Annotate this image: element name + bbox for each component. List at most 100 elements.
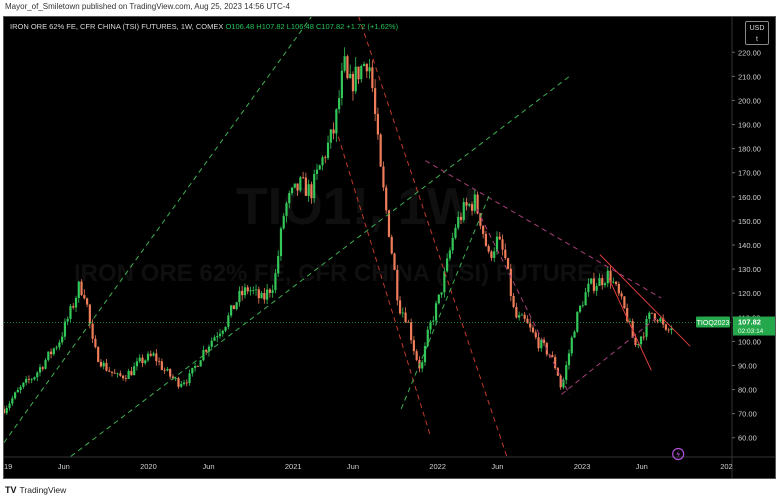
trendline-channel[interactable] bbox=[4, 17, 334, 443]
candle-body bbox=[623, 296, 626, 309]
candle-body bbox=[387, 210, 391, 237]
candle-body bbox=[299, 177, 302, 191]
candle-body bbox=[362, 63, 366, 66]
price-chart[interactable]: 60.0070.0080.0090.00100.00110.00120.0013… bbox=[4, 17, 776, 479]
candle-body bbox=[423, 346, 427, 363]
symbol-tag-label: TIOQ2023 bbox=[697, 320, 730, 327]
candle-body bbox=[58, 342, 61, 348]
unit-measure: t bbox=[756, 36, 758, 43]
candle-body bbox=[609, 270, 612, 283]
candle-body bbox=[25, 378, 28, 383]
candle-body bbox=[160, 361, 163, 370]
candle-body bbox=[83, 295, 86, 299]
symbol-tag bbox=[696, 316, 730, 328]
y-tick-label: 190.00 bbox=[738, 121, 761, 130]
y-tick-label: 160.00 bbox=[738, 193, 761, 202]
candle-body bbox=[124, 378, 127, 379]
candle-body bbox=[360, 65, 363, 80]
candle-body bbox=[529, 323, 532, 328]
candle-body bbox=[479, 213, 482, 226]
candle-body bbox=[33, 377, 36, 380]
candle-body bbox=[279, 228, 283, 257]
candle-body bbox=[110, 371, 114, 373]
trendline-trend[interactable] bbox=[337, 136, 432, 438]
candle-body bbox=[135, 361, 139, 367]
trendline-trend[interactable] bbox=[608, 278, 652, 371]
candle-body bbox=[357, 66, 360, 80]
candle-body bbox=[518, 315, 521, 318]
candle-body bbox=[470, 204, 474, 211]
candle-body bbox=[648, 312, 651, 319]
currency-unit-button[interactable]: USD t bbox=[745, 21, 769, 45]
candle-body bbox=[138, 357, 141, 362]
candle-body bbox=[321, 157, 324, 166]
candle-body bbox=[85, 298, 89, 305]
candle-body bbox=[659, 318, 662, 322]
trendline-trend[interactable] bbox=[476, 208, 570, 395]
candle-body bbox=[141, 357, 144, 364]
footer-brand: TradingView bbox=[19, 485, 67, 495]
candle-body bbox=[562, 379, 565, 388]
candle-body bbox=[27, 378, 31, 380]
candle-body bbox=[290, 187, 294, 194]
candle-body bbox=[351, 74, 355, 92]
candle-body bbox=[667, 329, 670, 331]
candle-body bbox=[36, 372, 39, 378]
candle-body bbox=[157, 361, 161, 362]
publish-caption: Mayor_of_Smiletown published on TradingV… bbox=[5, 2, 290, 11]
candle-body bbox=[537, 337, 540, 349]
trendline-trend[interactable] bbox=[599, 254, 691, 347]
candle-body bbox=[41, 367, 44, 369]
candle-body bbox=[169, 369, 172, 377]
y-tick-label: 180.00 bbox=[738, 145, 761, 154]
candle-body bbox=[127, 370, 130, 379]
trendline-trend[interactable] bbox=[400, 191, 492, 410]
candle-body bbox=[410, 322, 413, 341]
y-tick-label: 220.00 bbox=[738, 48, 761, 57]
trendline-trend[interactable] bbox=[425, 160, 662, 299]
candle-body bbox=[401, 312, 404, 314]
candle-body bbox=[80, 281, 83, 296]
candle-body bbox=[634, 337, 637, 345]
watermark-name: IRON ORE 62% FE, CFR CHINA (TSI) FUTURES bbox=[74, 260, 610, 287]
candle-body bbox=[498, 236, 501, 240]
candle-body bbox=[105, 362, 108, 371]
candle-body bbox=[302, 177, 305, 179]
candle-body bbox=[113, 372, 116, 374]
candle-body bbox=[454, 227, 457, 238]
candle-body bbox=[310, 184, 313, 199]
candle-body bbox=[506, 258, 510, 269]
candle-body bbox=[484, 233, 488, 247]
candle-body bbox=[603, 283, 607, 286]
x-tick-label: Jun bbox=[203, 462, 215, 471]
candle-body bbox=[182, 382, 186, 384]
candle-body bbox=[49, 351, 53, 355]
candle-body bbox=[628, 321, 632, 322]
candle-body bbox=[94, 338, 97, 348]
candle-body bbox=[440, 292, 443, 295]
candle-body bbox=[108, 370, 111, 372]
candle-body bbox=[16, 389, 19, 393]
trendline-channel[interactable] bbox=[64, 75, 570, 461]
candle-body bbox=[338, 98, 341, 110]
x-tick-label: 2019 bbox=[4, 462, 12, 471]
candle-body bbox=[584, 292, 587, 306]
trendline-trend[interactable] bbox=[358, 17, 517, 479]
candle-body bbox=[44, 359, 47, 369]
candle-body bbox=[99, 361, 103, 367]
candle-body bbox=[570, 337, 573, 354]
candle-body bbox=[232, 305, 235, 310]
candle-body bbox=[268, 289, 271, 293]
candle-body bbox=[257, 289, 260, 299]
candle-body bbox=[576, 311, 579, 332]
candle-body bbox=[493, 251, 496, 258]
candle-body bbox=[404, 312, 407, 322]
candle-body bbox=[520, 314, 524, 316]
candle-body bbox=[252, 290, 255, 291]
candle-body bbox=[482, 225, 485, 234]
trendline-trend[interactable] bbox=[561, 316, 658, 395]
chart-area[interactable]: TIO1!, 1W IRON ORE 62% FE, CFR CHINA (TS… bbox=[3, 16, 776, 479]
candle-body bbox=[476, 194, 479, 214]
candle-body bbox=[274, 273, 277, 291]
candle-body bbox=[221, 330, 224, 334]
